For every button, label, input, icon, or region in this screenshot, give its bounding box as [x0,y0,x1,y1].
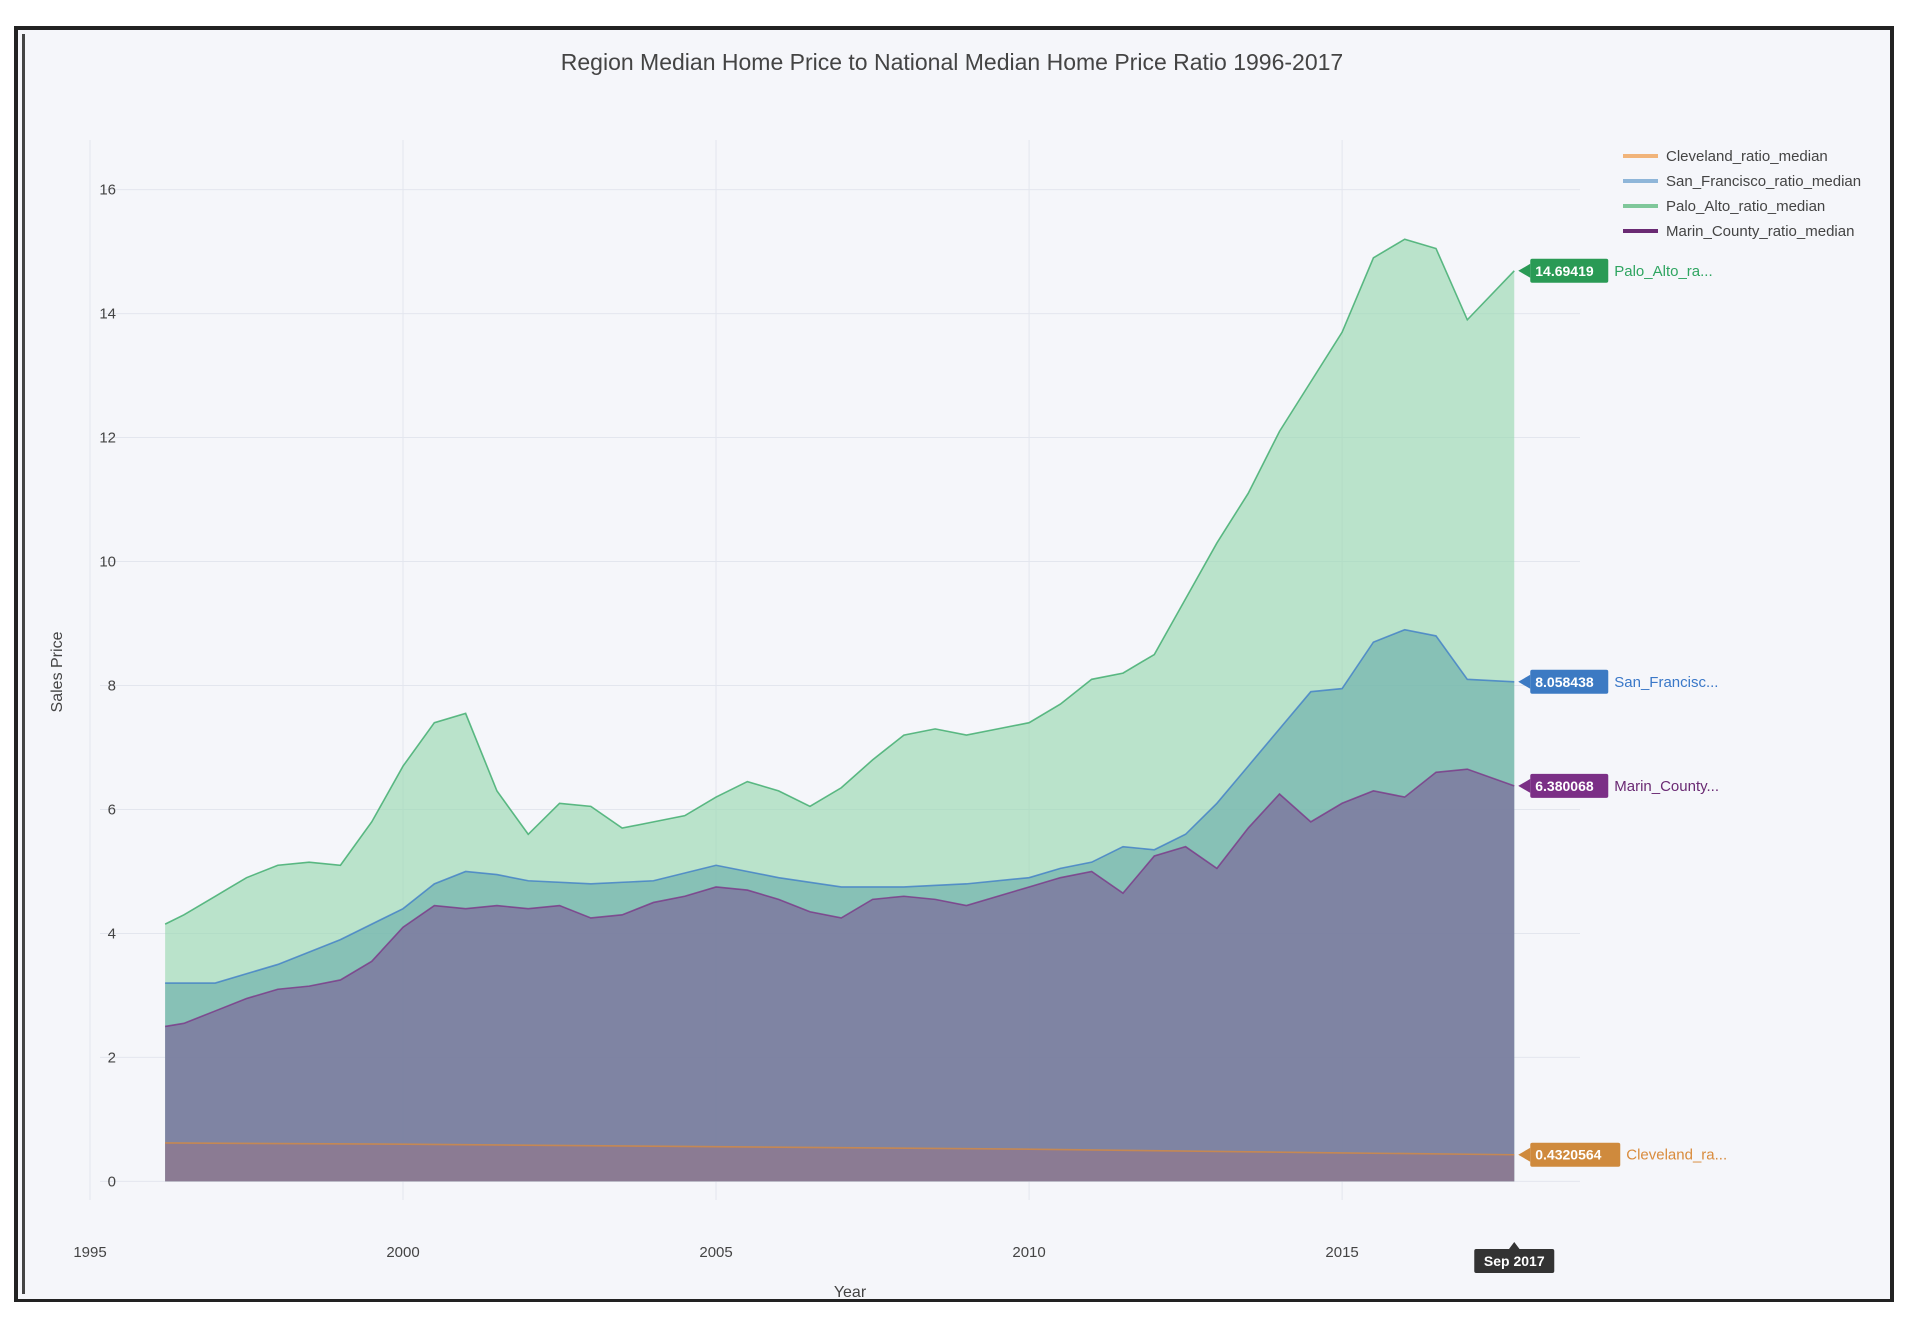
frame-left-edge [22,34,25,1294]
hover-x-label: Sep 2017 [1474,1242,1555,1273]
tag-series-name: San_Francisc... [1614,674,1718,691]
y-axis-title: Sales Price [49,631,66,712]
legend-item-label[interactable]: San_Francisco_ratio_median [1666,173,1861,190]
x-axis-title: Year [834,1284,867,1301]
tag-pointer [1518,1147,1531,1162]
x-tick-label: 1995 [73,1244,106,1261]
x-tick-label: 2005 [699,1244,732,1261]
y-tick-label: 16 [99,182,116,199]
y-tick-label: 12 [99,430,116,447]
y-tick-label: 6 [108,801,116,818]
legend-item-label[interactable]: Palo_Alto_ratio_median [1666,198,1825,215]
y-tick-label: 4 [108,925,116,942]
legend-item-label[interactable]: Marin_County_ratio_median [1666,223,1854,240]
y-tick-label: 0 [108,1173,116,1190]
line-cleveland-ratio-median [165,1142,1515,1156]
hover-x-text: Sep 2017 [1484,1253,1545,1269]
legend[interactable]: Cleveland_ratio_median San_Francisco_rati… [1623,148,1861,240]
tag-box [1530,773,1609,798]
y-tick-label: 8 [108,677,116,694]
tag-series-name: Cleveland_ra... [1626,1147,1727,1164]
tag-pointer [1518,263,1531,278]
tag-pointer [1518,674,1531,689]
y-tick-label: 14 [99,306,116,323]
hover-value-tags: 0.4320564 Cleveland_ra... 8.058438 San_Fran… [1518,258,1727,1167]
hover-x-pointer [1508,1242,1521,1250]
series-areas [164,238,1515,1182]
chart-title: Region Median Home Price to National Med… [561,49,1343,75]
tag-box [1530,669,1609,694]
tag-pointer [1518,778,1531,793]
tag-value: 0.4320564 [1535,1147,1601,1163]
tag-value: 14.69419 [1535,263,1594,279]
legend-item-label[interactable]: Cleveland_ratio_median [1666,148,1828,165]
line-palo-alto-ratio-median [164,238,1515,925]
x-axis-ticks: 1995 2000 2005 2010 2015 [73,1244,1358,1261]
tag-series-name: Marin_County... [1614,778,1719,795]
hover-x-box [1474,1249,1555,1273]
line-marin-county-ratio-median [164,768,1515,1028]
x-tick-label: 2015 [1325,1244,1358,1261]
tag-value: 8.058438 [1535,674,1594,690]
tag-value: 6.380068 [1535,778,1594,794]
tag-box [1530,1142,1621,1167]
area-marin-county-ratio-median [165,769,1515,1182]
tag-box [1530,258,1609,283]
area-cleveland-ratio-median [165,1142,1515,1182]
tag-series-name: Palo_Alto_ra... [1614,263,1712,280]
x-tick-label: 2010 [1012,1244,1045,1261]
x-tick-label: 2000 [386,1244,419,1261]
line-san-francisco-ratio-median [165,628,1515,984]
y-tick-label: 10 [99,554,116,571]
y-tick-label: 2 [108,1049,116,1066]
y-axis-ticks: 0 2 4 6 8 10 12 14 16 [99,182,116,1191]
